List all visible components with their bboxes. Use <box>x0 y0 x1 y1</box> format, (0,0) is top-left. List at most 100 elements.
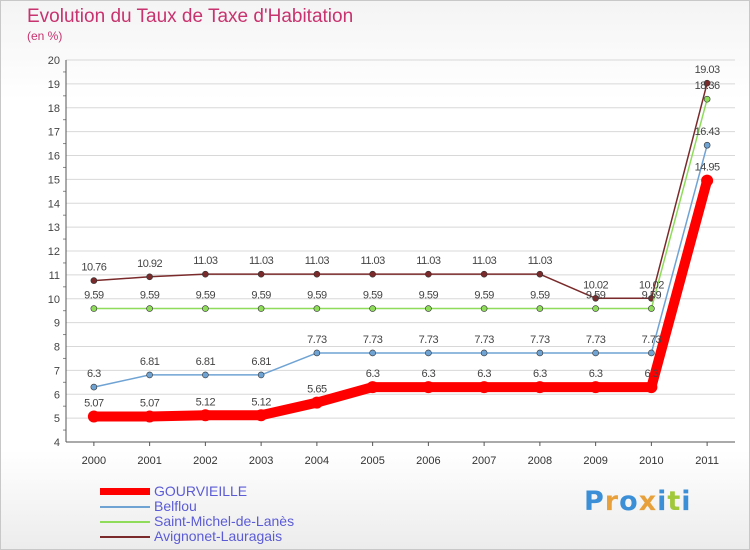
logo-letter: t <box>667 486 682 517</box>
logo-letter: i <box>657 486 668 517</box>
data-label: 7.73 <box>530 334 550 346</box>
data-point <box>480 349 488 357</box>
data-point <box>536 349 544 357</box>
data-point <box>645 381 658 394</box>
y-tick-label: 17 <box>48 127 60 139</box>
data-point <box>425 270 432 278</box>
x-tick-label: 2009 <box>583 455 607 467</box>
data-point <box>146 305 153 312</box>
data-label: 16.43 <box>695 126 720 138</box>
data-label: 6.3 <box>644 368 658 380</box>
data-point <box>533 381 546 394</box>
x-tick-label: 2010 <box>639 455 663 467</box>
y-tick-label: 18 <box>48 103 60 115</box>
logo-letter: i <box>681 486 692 517</box>
y-tick-label: 5 <box>54 413 60 425</box>
legend-label: Saint-Michel-de-Lanès <box>154 513 295 529</box>
x-tick-label: 2011 <box>695 455 719 467</box>
data-label: 7.73 <box>363 334 383 346</box>
y-tick-label: 16 <box>48 151 60 163</box>
data-label: 9.59 <box>196 290 216 302</box>
y-tick-label: 14 <box>48 198 60 210</box>
data-label: 7.73 <box>474 334 494 346</box>
data-point <box>592 294 599 302</box>
data-label: 6.3 <box>533 368 547 380</box>
data-point <box>146 371 153 379</box>
data-point <box>369 305 376 312</box>
data-label: 9.59 <box>530 290 550 302</box>
data-label: 10.92 <box>137 258 162 270</box>
x-tick-label: 2007 <box>472 455 496 467</box>
logo-letter: o <box>619 486 639 517</box>
data-point <box>90 383 98 391</box>
data-label: 11.03 <box>472 255 497 267</box>
data-point <box>202 305 209 312</box>
legend-swatch-avignonet <box>100 536 150 538</box>
x-tick-label: 2003 <box>249 455 273 467</box>
y-tick-label: 7 <box>54 365 60 377</box>
legend-label: Avignonet-Lauragais <box>154 528 283 544</box>
y-tick-label: 13 <box>48 222 60 234</box>
y-tick-label: 6 <box>54 389 60 401</box>
legend-label: Belflou <box>154 498 197 514</box>
y-tick-label: 20 <box>48 55 60 67</box>
data-label: 10.02 <box>583 279 608 291</box>
data-label: 5.65 <box>307 384 327 396</box>
chart-title: Evolution du Taux de Taxe d'Habitation <box>27 6 354 27</box>
data-label: 5.07 <box>140 397 160 409</box>
data-label: 6.3 <box>87 368 101 380</box>
data-point <box>648 305 655 312</box>
data-point <box>425 305 432 312</box>
data-point <box>257 270 265 278</box>
data-point <box>478 381 491 394</box>
data-label: 9.59 <box>474 290 494 302</box>
data-label: 9.59 <box>307 290 327 302</box>
data-point <box>703 95 711 103</box>
data-point <box>202 371 209 379</box>
data-point <box>310 396 323 409</box>
data-label: 6.81 <box>140 356 160 368</box>
data-point <box>536 270 544 278</box>
legend-swatch-belflou <box>100 506 150 508</box>
data-point <box>589 381 602 394</box>
data-label: 7.73 <box>586 334 606 346</box>
data-label: 9.59 <box>84 290 104 302</box>
x-tick-label: 2002 <box>193 455 217 467</box>
x-tick-label: 2000 <box>82 455 106 467</box>
data-label: 14.95 <box>695 162 720 174</box>
data-label: 9.59 <box>419 290 439 302</box>
data-label: 9.59 <box>642 290 662 302</box>
data-label: 11.03 <box>193 255 218 267</box>
data-label: 11.03 <box>361 255 386 267</box>
data-point <box>648 349 655 357</box>
data-point <box>90 305 98 312</box>
x-tick-label: 2008 <box>528 455 552 467</box>
data-point <box>146 273 153 281</box>
data-label: 5.12 <box>251 396 271 408</box>
y-tick-label: 9 <box>54 318 60 330</box>
data-point <box>703 79 711 87</box>
data-point <box>480 270 488 278</box>
series-line <box>93 98 708 310</box>
data-point <box>313 270 321 278</box>
x-tick-label: 2004 <box>305 455 329 467</box>
proxiti-logo: Proxiti <box>584 486 692 517</box>
x-tick-label: 2006 <box>416 455 440 467</box>
data-label: 10.02 <box>639 279 664 291</box>
data-point <box>255 409 268 422</box>
data-label: 9.59 <box>140 290 160 302</box>
legend-swatch-saint-michel <box>100 521 150 523</box>
data-point <box>369 270 376 278</box>
data-label: 19.03 <box>695 64 720 76</box>
data-label: 5.12 <box>196 396 216 408</box>
data-point <box>366 381 379 394</box>
data-point <box>199 409 212 422</box>
logo-letter: x <box>638 486 658 517</box>
data-label: 11.03 <box>249 255 274 267</box>
data-label: 7.73 <box>642 334 662 346</box>
data-point <box>480 305 488 312</box>
data-label: 7.73 <box>307 334 327 346</box>
data-label: 11.03 <box>305 255 330 267</box>
data-point <box>257 371 265 379</box>
data-label: 6.3 <box>366 368 380 380</box>
